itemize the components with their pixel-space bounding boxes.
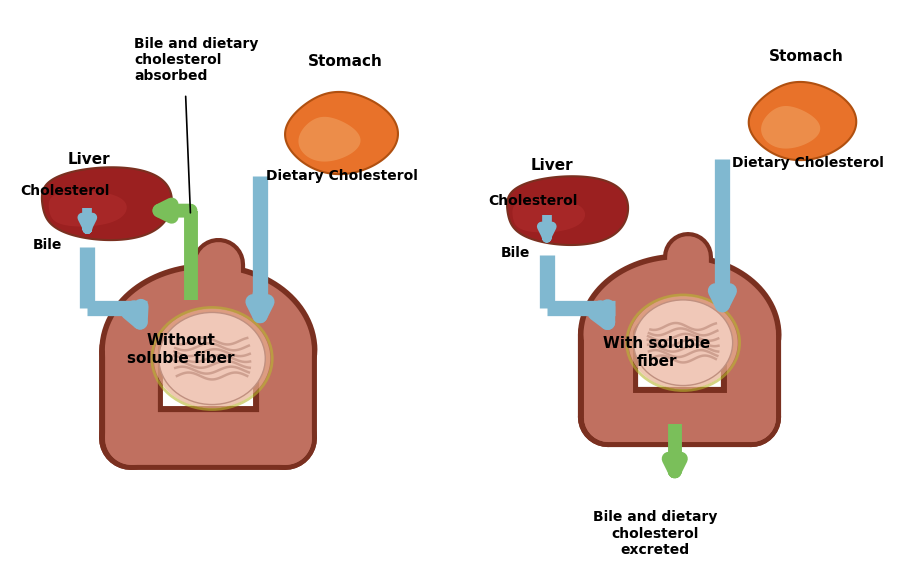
Text: Dietary Cholesterol: Dietary Cholesterol <box>732 156 884 170</box>
Text: Cholesterol: Cholesterol <box>488 194 578 207</box>
Ellipse shape <box>633 300 733 386</box>
Polygon shape <box>285 92 398 174</box>
Text: Liver: Liver <box>531 158 573 173</box>
Text: Without
soluble fiber: Without soluble fiber <box>126 333 234 366</box>
Text: Bile and dietary
cholesterol
absorbed: Bile and dietary cholesterol absorbed <box>134 37 258 83</box>
Polygon shape <box>42 167 172 240</box>
Polygon shape <box>298 117 361 162</box>
Ellipse shape <box>154 308 270 408</box>
Polygon shape <box>49 191 126 227</box>
Text: Cholesterol: Cholesterol <box>20 184 109 198</box>
Ellipse shape <box>159 312 265 404</box>
Ellipse shape <box>629 296 737 390</box>
Text: With soluble
fiber: With soluble fiber <box>604 336 711 369</box>
Text: Liver: Liver <box>67 152 110 166</box>
Polygon shape <box>761 106 821 149</box>
Text: Stomach: Stomach <box>307 54 382 69</box>
Polygon shape <box>749 82 857 160</box>
Text: Dietary Cholesterol: Dietary Cholesterol <box>266 169 418 183</box>
Text: Bile and dietary
cholesterol
excreted: Bile and dietary cholesterol excreted <box>593 510 717 557</box>
Text: Bile: Bile <box>32 239 62 253</box>
Text: Bile: Bile <box>501 246 531 260</box>
Polygon shape <box>507 176 628 245</box>
Polygon shape <box>512 199 585 233</box>
Text: Stomach: Stomach <box>769 49 844 64</box>
